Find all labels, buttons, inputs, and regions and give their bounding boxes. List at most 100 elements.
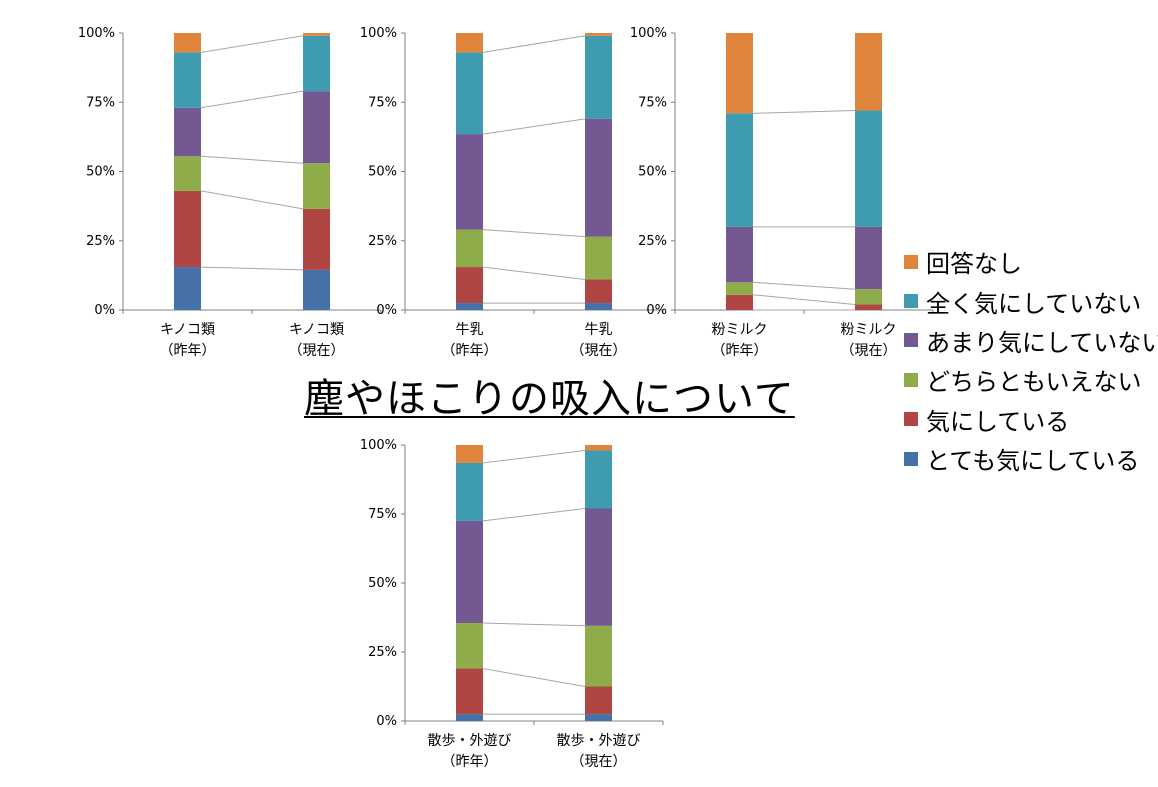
series-line [752, 281, 856, 290]
y-tick-label: 100% [78, 26, 115, 41]
x-tick-label: 粉ミルク [841, 322, 897, 338]
bar-segment [585, 714, 612, 721]
legend-label: 全く気にしていない [926, 289, 1142, 318]
series-line [482, 622, 586, 627]
series-line [482, 668, 586, 687]
bar-segment [726, 282, 753, 295]
bar-segment [585, 118, 612, 237]
series-line [200, 266, 304, 271]
bar-segment [456, 462, 483, 521]
bar-segment [585, 279, 612, 304]
x-tick-label: 牛乳 [456, 322, 484, 338]
bar-segment [456, 445, 483, 463]
x-tick-label: （昨年） [160, 343, 216, 359]
bar-segment [456, 520, 483, 624]
y-tick-label: 25% [368, 234, 397, 249]
y-tick-label: 50% [368, 165, 397, 180]
x-tick-label: （昨年） [442, 754, 498, 770]
x-tick-label: キノコ類 [160, 322, 215, 338]
bar-segment [585, 450, 612, 509]
x-tick-label: （現在） [571, 343, 627, 359]
y-tick-label: 50% [86, 165, 115, 180]
series-line [200, 90, 304, 109]
y-tick-label: 25% [86, 234, 115, 249]
bar-segment [456, 33, 483, 53]
y-tick-label: 75% [86, 95, 115, 110]
series-line [200, 35, 304, 53]
y-tick-label: 50% [638, 165, 667, 180]
legend-swatch [904, 333, 918, 348]
bar-segment [585, 35, 612, 119]
bar-segment [456, 229, 483, 268]
bar-segment [174, 267, 201, 310]
legend-swatch [904, 412, 918, 427]
legend-item: あまり気にしていない [904, 321, 1158, 360]
legend-item: とても気にしている [904, 439, 1158, 478]
series-line [482, 450, 586, 464]
y-tick-label: 100% [630, 26, 667, 41]
x-tick-label: 粉ミルク [712, 322, 768, 338]
legend-label: 回答なし [926, 250, 1022, 279]
series-line [482, 507, 586, 522]
y-tick-label: 75% [368, 95, 397, 110]
legend-swatch [904, 294, 918, 309]
series-line [752, 110, 856, 114]
series-line [482, 35, 586, 53]
y-tick-label: 0% [94, 303, 115, 318]
bar-segment [456, 668, 483, 715]
x-tick-label: （現在） [841, 343, 897, 359]
bar-segment [726, 33, 753, 114]
legend-label: 気にしている [926, 407, 1070, 436]
bar-segment [585, 303, 612, 310]
bar-segment [726, 113, 753, 227]
bar-segment [303, 163, 330, 209]
x-tick-label: 散歩・外遊び [428, 733, 512, 749]
y-tick-label: 100% [360, 438, 397, 453]
bar-segment [174, 52, 201, 108]
x-tick-label: 散歩・外遊び [557, 733, 641, 749]
legend: 回答なし 全く気にしていない あまり気にしていない どちらともいえない 気にして… [904, 242, 1158, 478]
x-tick-label: （現在） [289, 343, 345, 359]
bar-segment [456, 52, 483, 135]
bar-segment [585, 236, 612, 280]
bar-segment [585, 508, 612, 626]
bar-segment [585, 686, 612, 715]
x-tick-label: 牛乳 [585, 322, 613, 338]
bar-segment [585, 625, 612, 687]
bar-segment [456, 134, 483, 230]
bar-segment [303, 91, 330, 164]
bar-segment [456, 303, 483, 310]
y-tick-label: 75% [638, 95, 667, 110]
x-tick-label: キノコ類 [289, 322, 344, 338]
x-tick-label: （昨年） [442, 343, 498, 359]
x-tick-label: （昨年） [712, 343, 768, 359]
series-line [482, 266, 586, 281]
series-line [200, 155, 304, 164]
y-tick-label: 25% [638, 234, 667, 249]
y-tick-label: 75% [368, 507, 397, 522]
legend-label: あまり気にしていない [926, 328, 1158, 357]
bar-segment [174, 107, 201, 157]
bar-segment [456, 623, 483, 669]
legend-item: どちらともいえない [904, 360, 1158, 399]
bar-segment [585, 445, 612, 451]
y-tick-label: 0% [376, 714, 397, 729]
series-line [482, 229, 586, 238]
bar-segment [456, 267, 483, 304]
bar-segment [855, 289, 882, 305]
series-line [482, 118, 586, 135]
legend-item: 全く気にしていない [904, 281, 1158, 320]
y-tick-label: 50% [368, 576, 397, 591]
bar-segment [174, 190, 201, 268]
y-tick-label: 0% [646, 303, 667, 318]
y-tick-label: 25% [368, 645, 397, 660]
legend-swatch [904, 451, 918, 466]
legend-label: とても気にしている [926, 447, 1140, 476]
bar-segment [855, 304, 882, 310]
legend-item: 気にしている [904, 400, 1158, 439]
bar-segment [456, 714, 483, 721]
